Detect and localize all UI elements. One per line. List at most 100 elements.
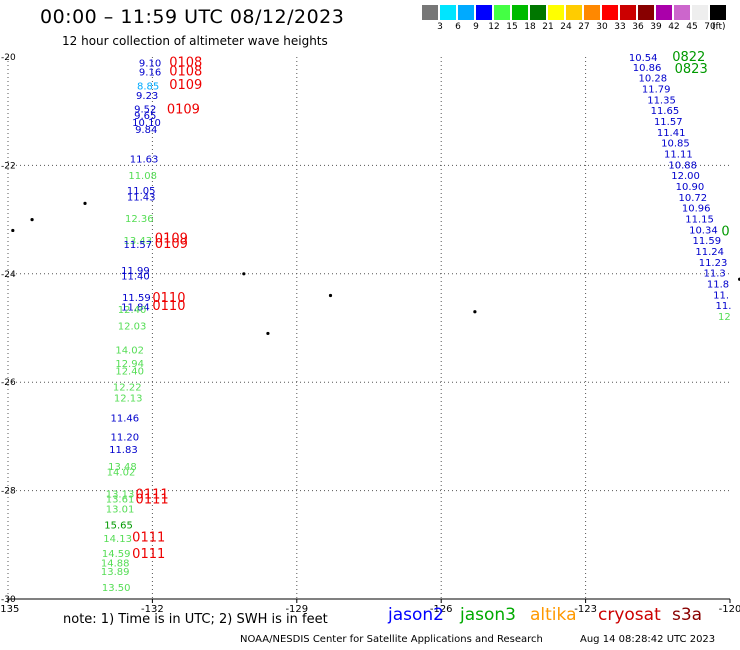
time-label: 0108 (169, 55, 202, 70)
wave-height-label: 10.88 (668, 160, 697, 171)
wave-height-label: 11.08 (128, 171, 157, 182)
wave-height-label: 10.72 (678, 193, 707, 204)
island-marker (83, 201, 87, 205)
wave-height-label: 12.13 (114, 393, 143, 404)
wave-height-label: 10.10 (132, 118, 161, 129)
x-tick-label: -126 (430, 604, 453, 615)
time-label: 0111 (132, 531, 165, 546)
time-label: 0109 (155, 231, 188, 246)
wave-height-label: 13.01 (106, 504, 135, 515)
wave-height-label: 11.15 (685, 215, 714, 226)
wave-height-label: 11.57 (124, 240, 153, 251)
color-swatch (458, 5, 474, 20)
color-scale-label: 21 (542, 22, 554, 32)
y-tick-label: -28 (1, 487, 16, 497)
wave-height-label: 14.02 (107, 468, 136, 479)
wave-height-label: 10.85 (661, 139, 690, 150)
wave-height-label: 13.48 (108, 462, 137, 473)
wave-height-label: 12.36 (125, 214, 154, 225)
color-scale-label: 6 (455, 22, 461, 32)
wave-height-label: 10.90 (676, 182, 705, 193)
color-scale-label: 18 (524, 22, 536, 32)
island-marker (30, 218, 34, 222)
wave-height-label: 10.96 (682, 204, 711, 215)
footer-credit: NOAA/NESDIS Center for Satellite Applica… (240, 634, 543, 645)
color-scale-label: 33 (614, 22, 626, 32)
color-swatch (530, 5, 546, 20)
wave-height-label: 11.63 (130, 154, 159, 165)
y-tick-label: -22 (1, 161, 16, 171)
time-label: 0111 (136, 487, 169, 502)
wave-height-label: 9.52 (134, 104, 156, 115)
wave-height-label: 12.40 (118, 305, 147, 316)
chart-subtitle: 12 hour collection of altimeter wave hei… (62, 34, 328, 48)
color-swatch (512, 5, 528, 20)
footer-timestamp: Aug 14 08:28:42 UTC 2023 (580, 634, 716, 645)
satellite-label-jason2: jason2 (388, 605, 444, 625)
x-tick-label: -135 (0, 604, 19, 615)
wave-height-label: 11.57 (654, 117, 683, 128)
wave-height-label: 11.41 (657, 128, 686, 139)
color-swatch (566, 5, 582, 20)
color-scale-label: 24 (560, 22, 572, 32)
color-swatch (638, 5, 654, 20)
wave-height-label: 12.94 (115, 359, 144, 370)
wave-height-label: 11.05 (127, 186, 156, 197)
wave-height-label: 9.10 (139, 58, 161, 69)
y-tick-label: -26 (1, 378, 16, 388)
wave-height-label: 14.88 (101, 559, 130, 570)
color-swatch (710, 5, 726, 20)
time-label: 0109 (169, 78, 202, 93)
color-swatch (674, 5, 690, 20)
wave-height-label: 14.13 (103, 534, 132, 545)
satellite-label-cryosat: cryosat (598, 605, 661, 625)
color-swatch (656, 5, 672, 20)
wave-height-label: 12 (718, 312, 731, 323)
color-scale-label: 12 (488, 22, 500, 32)
color-swatch (476, 5, 492, 20)
wave-height-label: 9.65 (134, 111, 156, 122)
wave-height-label: 11.59 (692, 236, 721, 247)
color-scale-label: 9 (473, 22, 479, 32)
wave-height-label: 11.99 (121, 266, 150, 277)
time-label: 0110 (152, 291, 185, 306)
wave-height-label: 11.83 (109, 445, 138, 456)
wave-height-label: 14.59 (102, 549, 131, 560)
wave-height-label: 11. (716, 301, 732, 312)
wave-height-label: 10.28 (639, 74, 668, 85)
wave-height-label: 9.16 (139, 68, 161, 79)
color-scale-label: 15 (506, 22, 518, 32)
wave-height-label: 14.02 (115, 346, 144, 357)
wave-height-label: 10.34 (689, 225, 718, 236)
color-scale-label: 42 (668, 22, 680, 32)
color-swatch (584, 5, 600, 20)
color-scale-label: 39 (650, 22, 662, 32)
satellite-label-s3a: s3a (672, 605, 703, 625)
time-label: 0109 (155, 237, 188, 252)
color-swatch (620, 5, 636, 20)
wave-height-label: 13.43 (124, 236, 153, 247)
wave-height-label: 10.86 (633, 63, 662, 74)
wave-height-label: 11.46 (111, 413, 140, 424)
color-scale-label: 45 (686, 22, 698, 32)
color-swatch (692, 5, 708, 20)
island-marker (266, 331, 270, 336)
wave-height-label: 12.22 (113, 383, 142, 394)
satellite-label-jason3: jason3 (460, 605, 516, 625)
wave-height-label: 13.61 (106, 495, 135, 506)
island-marker (242, 272, 246, 276)
time-label: 0823 (675, 62, 708, 77)
wave-height-label: 12.03 (118, 321, 147, 332)
island-marker (11, 228, 15, 233)
time-label: 0109 (167, 102, 200, 117)
time-label: 0822 (672, 50, 705, 65)
x-tick-label: -129 (285, 604, 308, 615)
wave-height-label: 10.54 (629, 53, 658, 64)
time-label: 0108 (169, 65, 202, 80)
island-marker (473, 310, 477, 314)
footer-note: note: 1) Time is in UTC; 2) SWH is in fe… (63, 612, 328, 627)
wave-height-label: 11.8 (707, 280, 729, 291)
color-scale-label: 30 (596, 22, 608, 32)
wave-height-label: 11.3 (704, 269, 726, 280)
